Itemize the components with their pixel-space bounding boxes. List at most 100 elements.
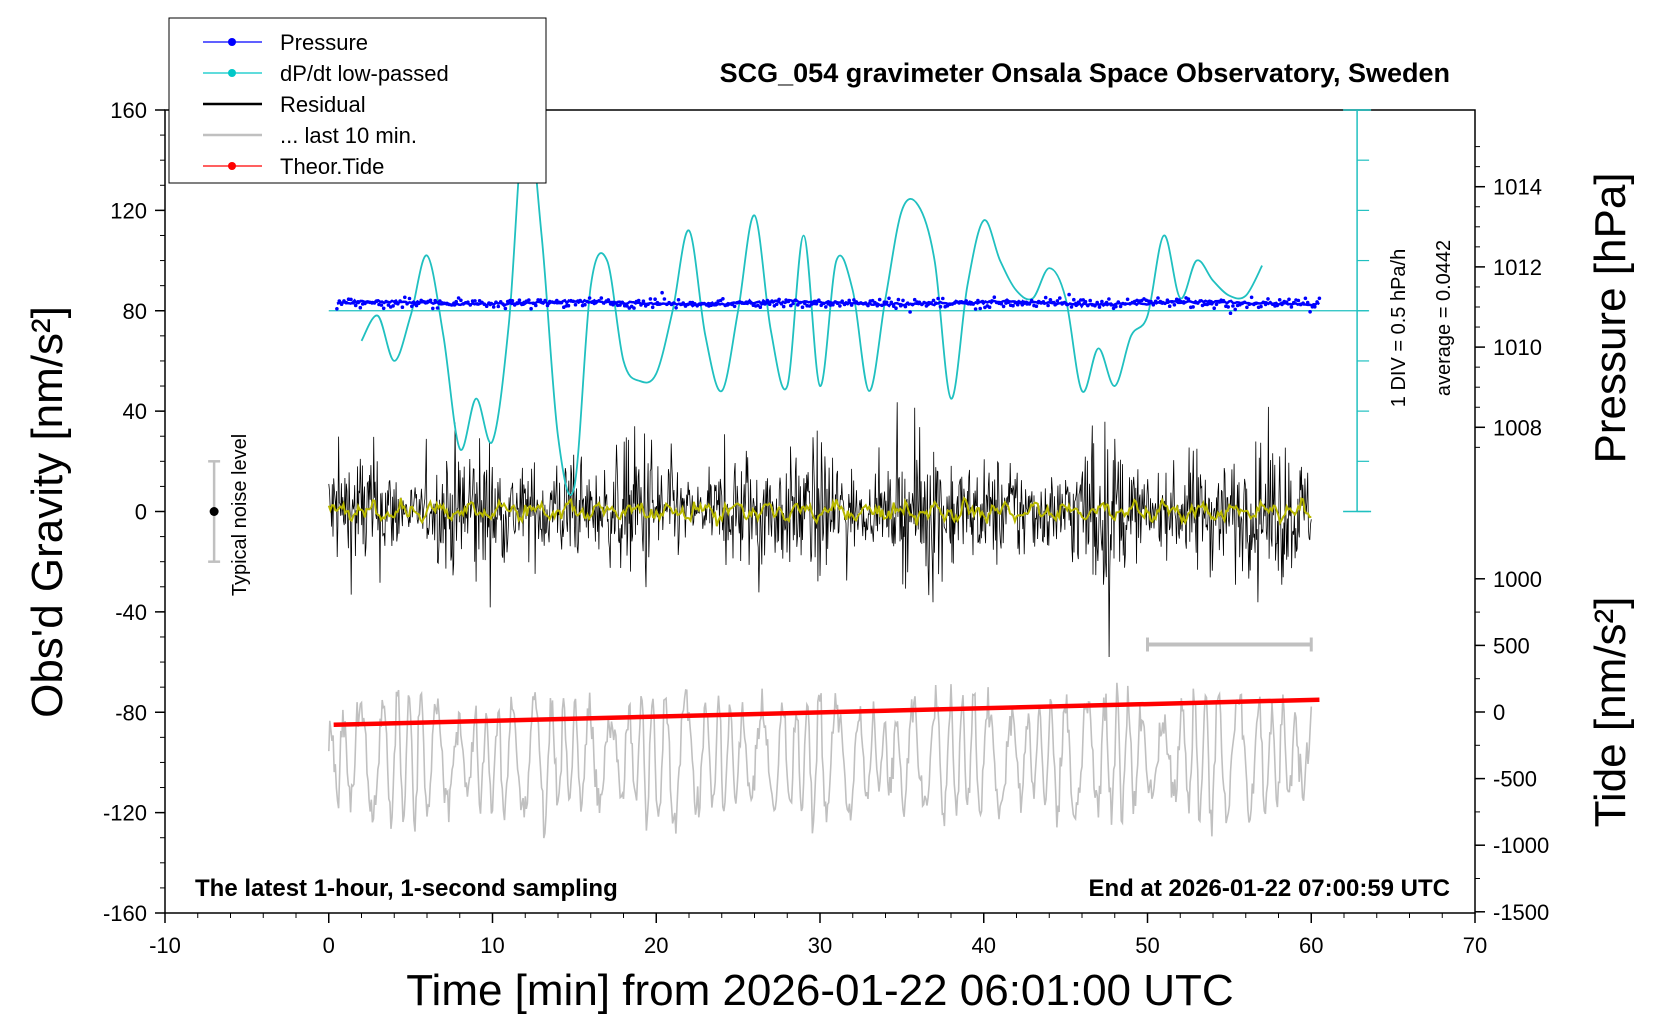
- y-tick-label: -40: [115, 600, 147, 625]
- pressure-point: [1315, 300, 1319, 304]
- pressure-point: [641, 299, 646, 304]
- pressure-point: [379, 303, 384, 307]
- pressure-point: [351, 301, 356, 305]
- pressure-point: [482, 302, 487, 307]
- pressure-point: [1046, 303, 1050, 308]
- div-scale-note: 1 DIV = 0.5 hPa/h: [1388, 249, 1410, 407]
- pressure-point: [433, 298, 438, 303]
- legend-label: Pressure: [280, 30, 368, 55]
- pressure-point: [1088, 298, 1092, 303]
- pressure-point: [384, 299, 388, 304]
- x-tick-label: 10: [480, 933, 504, 958]
- average-note: average = 0.0442: [1433, 240, 1455, 396]
- pressure-point: [765, 298, 770, 303]
- pressure-point: [1076, 300, 1081, 305]
- pressure-point: [835, 301, 840, 306]
- pressure-point: [1249, 295, 1254, 300]
- pressure-point: [987, 305, 992, 310]
- pressure-point: [1277, 298, 1282, 302]
- pressure-point: [1048, 298, 1053, 302]
- pressure-point: [491, 305, 496, 309]
- pressure-point: [873, 300, 877, 305]
- pressure-point: [534, 303, 538, 308]
- pressure-point: [880, 303, 884, 308]
- tide-tick-label: 0: [1493, 700, 1505, 725]
- pressure-point: [585, 299, 589, 304]
- pressure-point: [1296, 298, 1301, 303]
- pressure-point: [512, 303, 517, 307]
- pressure-point: [613, 301, 618, 305]
- pressure-point: [767, 302, 772, 307]
- legend-label: Residual: [280, 92, 366, 117]
- pressure-point: [374, 299, 379, 304]
- pressure-point: [1210, 301, 1214, 306]
- pressure-point: [658, 302, 662, 306]
- pressure-point: [1261, 300, 1266, 305]
- pressure-point: [456, 296, 461, 300]
- tide-tick-label: -500: [1493, 767, 1537, 792]
- pressure-point: [922, 300, 926, 305]
- pressure-point: [1214, 302, 1219, 307]
- pressure-point: [1221, 298, 1226, 303]
- pressure-point: [758, 305, 763, 310]
- pressure-point: [339, 302, 344, 307]
- pressure-point: [674, 306, 678, 310]
- residual-smoothed-series: [327, 496, 1312, 527]
- dpdt-line: [360, 110, 1263, 496]
- pressure-point: [1072, 297, 1076, 302]
- x-tick-label: -10: [149, 933, 181, 958]
- pressure-point: [583, 302, 587, 307]
- pressure-point: [889, 300, 894, 305]
- pressure-point: [803, 301, 807, 306]
- pressure-point: [999, 302, 1004, 306]
- pressure-point: [903, 304, 908, 309]
- pressure-point: [454, 299, 459, 304]
- pressure-point: [1303, 296, 1308, 301]
- pressure-point: [1104, 300, 1109, 305]
- pressure-point: [934, 301, 938, 306]
- legend: Pressure dP/dt low-passed Residual ... last…: [168, 17, 547, 184]
- pressure-point: [845, 301, 849, 306]
- pressure-point: [639, 303, 643, 307]
- pressure-point: [1083, 299, 1088, 304]
- y-tick-label: 160: [110, 98, 147, 123]
- pressure-point: [840, 299, 844, 304]
- pressure-point: [898, 303, 903, 308]
- pressure-point: [1242, 300, 1247, 305]
- pressure-point: [344, 300, 349, 305]
- pressure-point: [1034, 304, 1039, 309]
- pressure-point: [1245, 305, 1249, 310]
- y-axis-label-pressure: Pressure [hPa]: [1586, 172, 1635, 463]
- pressure-point: [531, 301, 536, 306]
- last-10-min-line: [328, 682, 1313, 839]
- pressure-point: [636, 298, 641, 303]
- y-tick-label: 120: [110, 198, 147, 223]
- pressure-point: [349, 297, 353, 302]
- pressure-point: [1291, 300, 1296, 305]
- pressure-point: [924, 304, 929, 308]
- pressure-point: [1305, 300, 1310, 305]
- pressure-point: [732, 304, 737, 309]
- axis-ticks: -10 0 10 20 30 40 50 60 70 160 120 80 40 0 -40 -80 -120 -…: [103, 98, 1549, 958]
- pressure-point: [428, 298, 433, 303]
- pressure-point: [541, 300, 545, 305]
- pressure-point: [852, 298, 856, 302]
- pressure-point: [1029, 298, 1034, 303]
- pressure-point: [662, 297, 667, 301]
- x-tick-label: 60: [1299, 933, 1323, 958]
- pressure-point: [1015, 302, 1020, 307]
- pressure-point: [1051, 300, 1055, 305]
- pressure-point: [1308, 310, 1312, 314]
- pressure-point: [510, 299, 515, 303]
- pressure-point: [1109, 303, 1113, 307]
- pressure-point: [912, 297, 917, 302]
- noise-level-label: Typical noise level: [229, 434, 251, 596]
- pressure-point: [777, 297, 781, 302]
- legend-marker: [228, 162, 236, 170]
- pressure-point: [908, 310, 912, 314]
- pressure-point: [1006, 300, 1011, 305]
- pressure-point: [1001, 304, 1006, 309]
- pressure-point: [358, 305, 363, 310]
- pressure-point: [749, 301, 753, 305]
